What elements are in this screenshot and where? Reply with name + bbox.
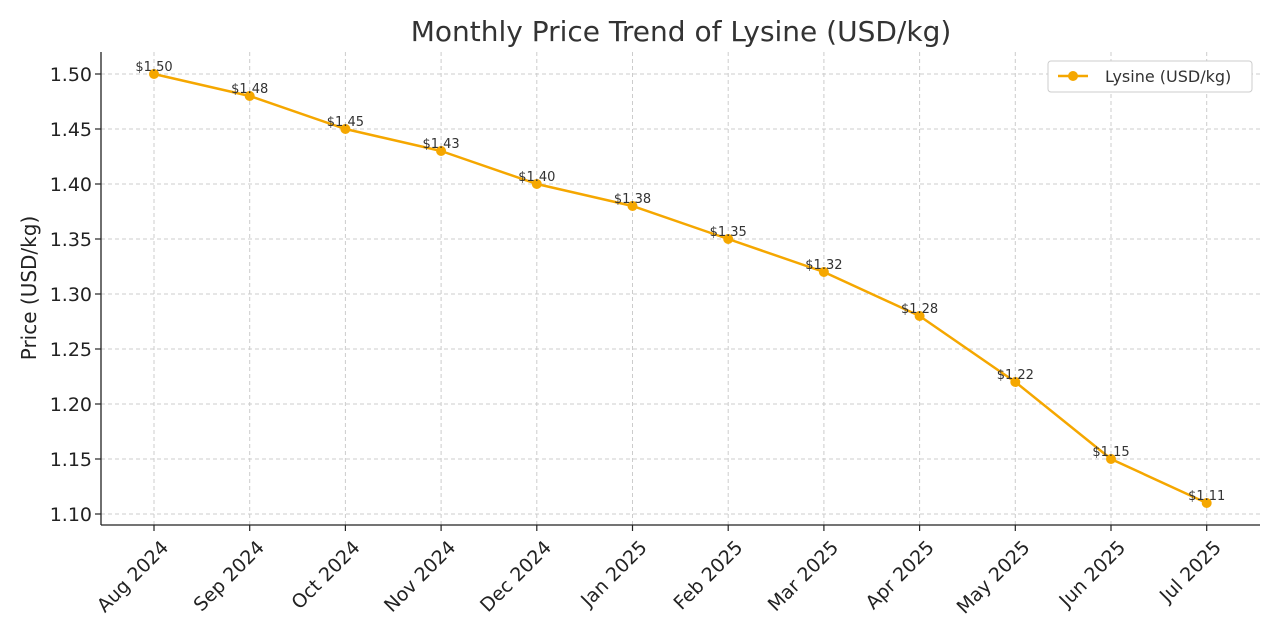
y-tick-label: 1.50 [50,64,92,86]
data-point [914,311,925,321]
x-tick-label: Jun 2025 [1054,537,1130,613]
x-tick-label: Oct 2024 [287,537,364,614]
data-label: $1.28 [901,302,938,317]
data-label: $1.15 [1092,445,1129,460]
grid-layer [101,52,1260,525]
axes-layer [100,52,1260,526]
y-tick-label: 1.35 [50,229,92,251]
data-label: $1.11 [1188,489,1225,504]
x-tick-label: Mar 2025 [764,537,843,616]
y-tick-label: 1.15 [50,449,92,471]
data-point [149,69,159,79]
x-tick-label: Feb 2025 [670,537,748,615]
data-label: $1.38 [614,192,651,207]
data-point [723,234,734,244]
data-label: $1.45 [327,115,364,130]
data-label: $1.40 [518,170,555,185]
legend-box [1047,60,1253,93]
y-tick-label: 1.25 [50,339,92,361]
y-tick-label: 1.10 [50,504,92,526]
data-label: $1.43 [422,137,459,152]
x-tick-label: Sep 2024 [189,537,268,616]
data-label: $1.32 [805,258,842,273]
data-point [627,201,638,211]
y-tick-label: 1.30 [50,284,92,306]
data-point [531,179,542,189]
y-tick-label: 1.20 [50,394,92,416]
legend-label: Lysine (USD/kg) [1105,67,1231,86]
x-tick-label: Apr 2025 [861,537,938,614]
data-label: $1.48 [231,82,268,97]
chart-title: Monthly Price Trend of Lysine (USD/kg) [411,15,952,48]
legend: Lysine (USD/kg) [1047,60,1253,93]
x-tick-label: May 2025 [953,537,1035,619]
x-tick-label: Dec 2024 [476,537,556,617]
data-point [818,267,829,277]
data-point [436,146,447,156]
series-line-lysine [153,72,1208,505]
ticks-layer: 1.10 1.15 1.20 1.25 1.30 1.35 1.40 1.45 1.50 Aug … [50,64,1226,618]
y-tick-label: 1.40 [50,174,92,196]
y-axis-label: Price (USD/kg) [17,216,41,361]
data-label: $1.35 [710,225,747,240]
x-tick-label: Aug 2024 [93,537,173,617]
data-labels-layer: $1.50 $1.48 $1.45 $1.43 $1.40 $1.38 $1.35 $1.32… [135,60,1225,504]
data-point [1010,377,1021,387]
data-label: $1.50 [135,60,172,75]
x-tick-label: Nov 2024 [380,537,460,617]
legend-marker [1068,71,1078,81]
data-point [1201,498,1212,508]
x-tick-label: Jul 2025 [1155,537,1226,608]
series-layer [149,69,1212,508]
y-tick-label: 1.45 [50,119,92,141]
x-tick-label: Jan 2025 [576,537,651,612]
data-point [244,91,255,101]
data-point [1106,454,1116,464]
data-point [340,124,351,134]
data-label: $1.22 [997,368,1034,383]
